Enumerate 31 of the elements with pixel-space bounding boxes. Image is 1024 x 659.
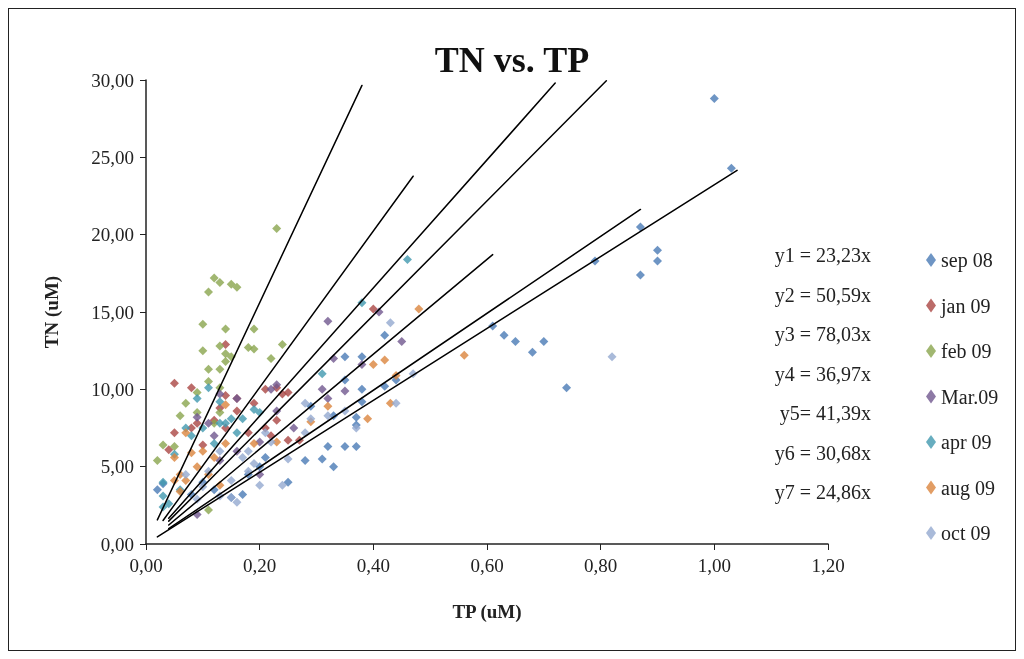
x-tick-label: 1,00 <box>697 555 731 576</box>
x-tick-label: 0,00 <box>129 555 163 576</box>
legend-label: Mar.09 <box>941 385 999 408</box>
y-tick-label: 25,00 <box>91 146 134 168</box>
legend-label: sep 08 <box>941 249 993 272</box>
annotation: y4 = 36,97x <box>774 362 871 386</box>
x-tick-label: 0,20 <box>243 555 277 576</box>
annotation: y2 = 50,59x <box>774 283 871 307</box>
y-axis-title: TN (uM) <box>41 275 63 349</box>
y-tick-label: 30,00 <box>91 69 134 91</box>
y-tick-label: 0,00 <box>100 533 134 555</box>
y-tick-label: 5,00 <box>100 456 134 478</box>
y-tick-label: 15,00 <box>91 301 134 323</box>
x-tick-label: 0,80 <box>584 555 618 576</box>
x-tick-label: 0,40 <box>356 555 390 576</box>
annotation: y3 = 78,03x <box>774 323 871 346</box>
y-tick-label: 20,00 <box>91 224 134 246</box>
chart-title: TN vs. TP <box>434 40 590 80</box>
legend-label: feb 09 <box>941 340 992 362</box>
annotation: y6 = 30,68x <box>774 441 871 465</box>
annotation: y5= 41,39x <box>779 402 871 425</box>
legend-label: aug 09 <box>941 476 995 500</box>
legend-label: oct 09 <box>941 522 991 544</box>
y-tick-label: 10,00 <box>91 378 134 400</box>
x-tick-label: 0,60 <box>470 555 504 576</box>
x-axis-title: TP (uM) <box>452 601 522 623</box>
annotation: y7 = 24,86x <box>774 481 871 504</box>
x-tick-label: 1,20 <box>811 555 845 576</box>
annotation: y1 = 23,23x <box>774 244 871 267</box>
legend-label: apr 09 <box>941 431 992 454</box>
legend-label: jan 09 <box>940 294 991 318</box>
